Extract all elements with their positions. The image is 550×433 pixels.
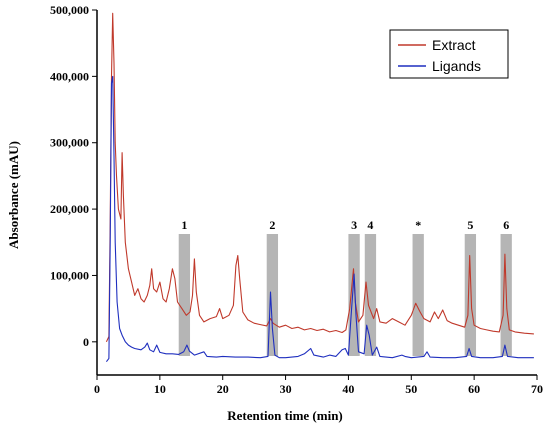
band-4 [364,234,377,356]
band-label-2: 2 [269,218,275,232]
x-tick-label: 70 [531,382,543,396]
y-tick-label: 200,000 [50,202,89,216]
legend-box [389,29,509,79]
legend: Extract Ligands [389,29,509,79]
y-axis-title: Absorbance (mAU) [6,141,21,249]
x-tick-label: 50 [405,382,417,396]
series-lines [105,12,534,363]
band-2 [266,234,279,356]
x-axis-title: Retention time (min) [227,408,343,423]
band-1 [178,234,191,356]
band-label-4: 4 [367,218,373,232]
band-label-5: * [415,218,421,232]
x-tick-label: 40 [342,382,354,396]
y-tick-label: 400,000 [50,69,89,83]
y-tick-label: 100,000 [50,268,89,282]
band-label-7: 6 [503,218,509,232]
band-5 [412,234,424,356]
axes: 0 10 20 30 40 50 60 70 0 100,000 200,000 300,000 400… [50,3,543,396]
band-3 [348,234,360,356]
band-label-6: 5 [467,218,473,232]
x-tick-label: 0 [94,382,100,396]
y-tick-label: 0 [83,335,89,349]
band-label-1: 1 [181,218,187,232]
x-tick-label: 10 [154,382,166,396]
legend-label-extract: Extract [432,37,476,53]
y-tick-label: 500,000 [50,3,89,17]
band-6 [464,234,477,356]
legend-label-ligands: Ligands [432,58,481,74]
highlight-bands: 1 2 3 4 * 5 6 [178,218,512,356]
series-line-ligands [105,75,534,363]
x-tick-label: 20 [217,382,229,396]
x-tick-label: 30 [280,382,292,396]
y-tick-label: 300,000 [50,136,89,150]
band-label-3: 3 [351,218,357,232]
x-tick-label: 60 [468,382,480,396]
